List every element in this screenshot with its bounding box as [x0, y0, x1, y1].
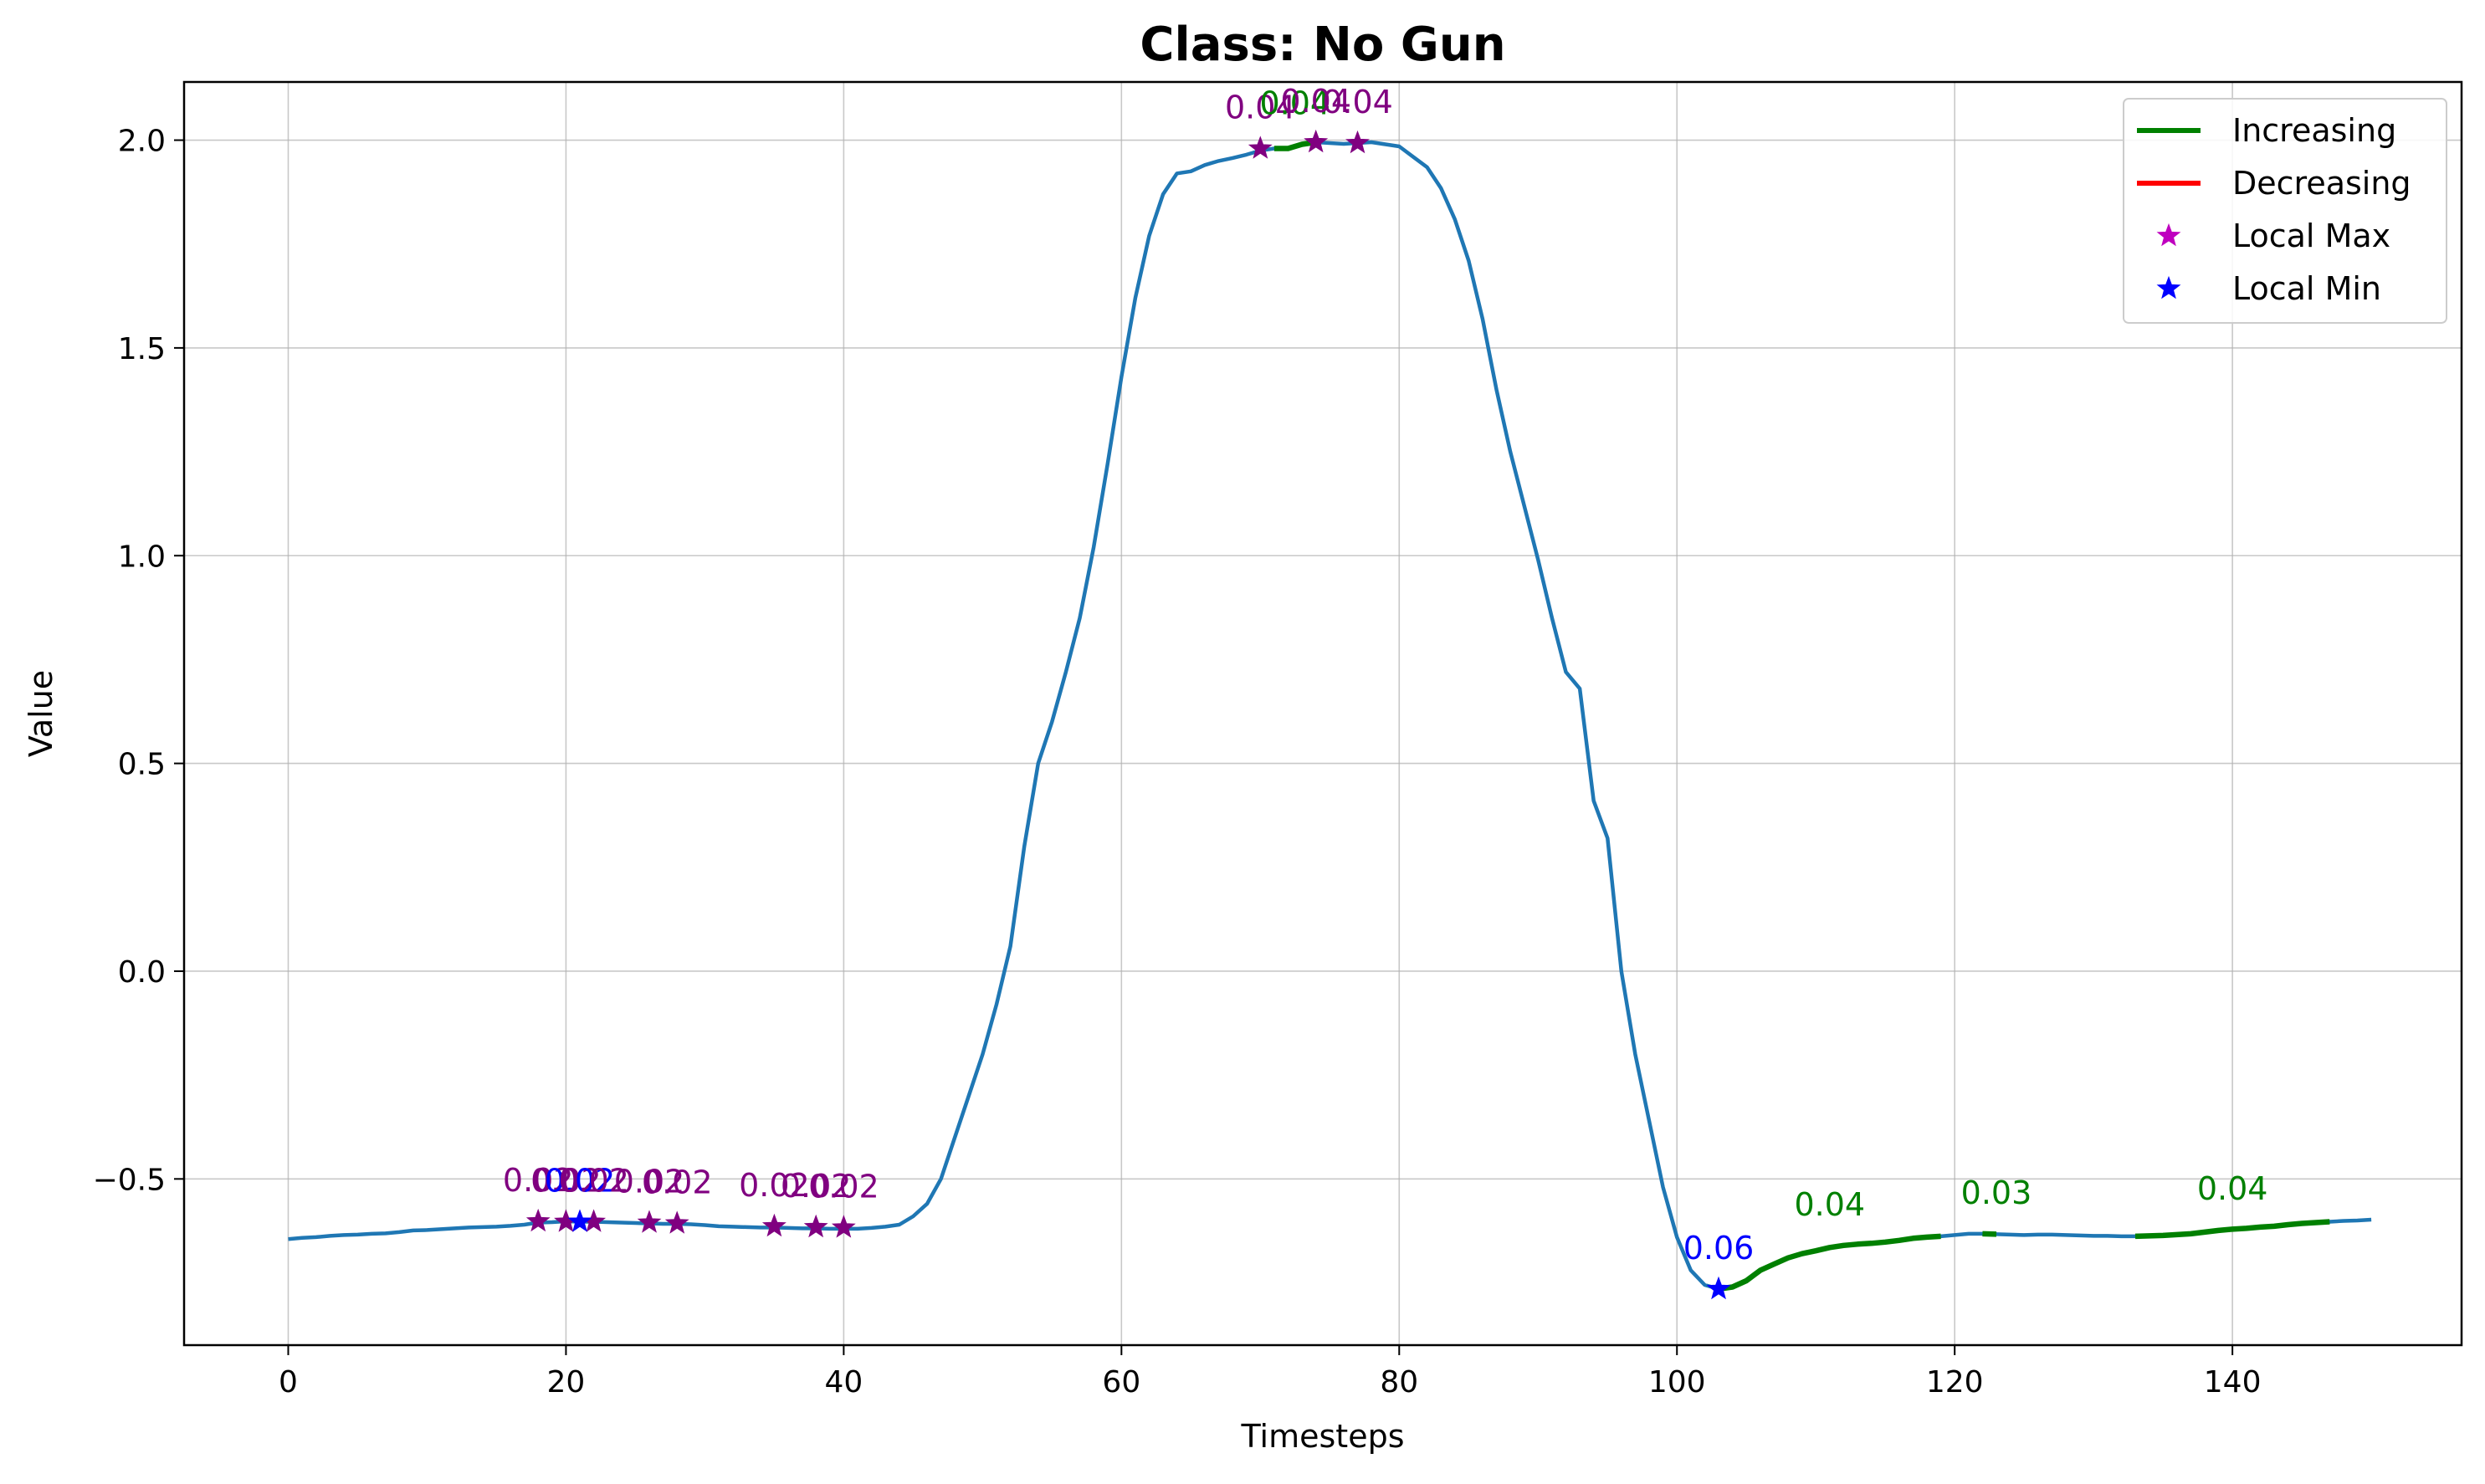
data-label: 0.06 — [1683, 1230, 1755, 1267]
data-label: 0.02 — [781, 1168, 852, 1205]
data-label: 0.04 — [1225, 89, 1296, 125]
y-tick-label: 1.5 — [118, 332, 166, 366]
local-max-marker — [761, 1213, 786, 1237]
data-label: 0.02 — [642, 1164, 713, 1200]
marker-layer — [525, 129, 1731, 1300]
data-label: 0.04 — [2197, 1170, 2268, 1207]
local-max-marker — [1345, 130, 1370, 154]
y-tick-label: 0.5 — [118, 748, 166, 782]
x-tick-label: 0 — [279, 1365, 298, 1400]
grid — [184, 82, 2462, 1345]
data-label: 0.02 — [545, 1162, 616, 1199]
x-axis-label: Timesteps — [1241, 1418, 1405, 1455]
local-max-marker — [1248, 136, 1273, 159]
data-label: 0.04 — [1260, 85, 1331, 122]
data-label: 0.02 — [808, 1168, 879, 1205]
legend: Increasing Decreasing Local Max Local Min — [2123, 98, 2447, 324]
local-max-marker — [664, 1210, 689, 1234]
local-max-marker — [637, 1210, 662, 1233]
x-tick-label: 60 — [1102, 1365, 1140, 1400]
local-max-marker — [1304, 129, 1329, 153]
data-label: 0.04 — [1322, 84, 1393, 120]
local-max-marker — [831, 1215, 856, 1238]
y-axis-label: Value — [23, 670, 59, 757]
y-tick-label: −0.5 — [93, 1163, 166, 1197]
data-label: 0.02 — [558, 1162, 629, 1199]
increasing-segment — [1273, 139, 1317, 151]
x-tick-label: 120 — [1926, 1365, 1984, 1400]
data-label: 0.04 — [1795, 1186, 1866, 1223]
increasing-segment — [2134, 1219, 2330, 1240]
data-label: 0.02 — [530, 1162, 602, 1199]
data-label: 0.02 — [614, 1163, 685, 1200]
legend-label: Local Max — [2232, 217, 2390, 254]
data-label: 0.02 — [739, 1167, 810, 1204]
plot-area-frame — [182, 80, 2463, 1347]
y-tick-label: 2.0 — [118, 125, 166, 159]
y-tick-label: 0.0 — [118, 955, 166, 990]
local-min-marker — [567, 1209, 592, 1232]
legend-label: Decreasing — [2232, 165, 2411, 202]
x-tick-label: 80 — [1380, 1365, 1418, 1400]
legend-swatch-star — [2156, 275, 2181, 299]
data-label: 0.02 — [503, 1162, 574, 1199]
axes: 0 20 40 60 80 100 120 140 −0.5 0.0 0.5 1.0 1.5 2.0 — [93, 125, 2262, 1400]
legend-label: Local Min — [2232, 270, 2381, 307]
x-tick-label: 20 — [547, 1365, 586, 1400]
local-min-marker — [1706, 1276, 1731, 1300]
increasing-segment — [1982, 1231, 1997, 1237]
y-tick-label: 1.0 — [118, 540, 166, 574]
increasing-segment — [1718, 1233, 1941, 1292]
x-tick-label: 140 — [2204, 1365, 2262, 1400]
series-layer — [288, 139, 2372, 1292]
annotation-layer: 0.020.020.020.020.020.02 0.020.020.020.04… — [503, 83, 2268, 1267]
local-max-marker — [803, 1214, 828, 1238]
data-label: 0.04 — [1280, 83, 1351, 120]
legend-swatch-star — [2156, 223, 2181, 247]
x-tick-label: 100 — [1648, 1365, 1706, 1400]
data-label: 0.03 — [1961, 1174, 2032, 1211]
legend-label: Increasing — [2232, 112, 2396, 149]
x-tick-label: 40 — [824, 1365, 863, 1400]
legend-box — [2123, 98, 2447, 324]
series-line — [288, 140, 2372, 1292]
local-max-marker — [525, 1208, 551, 1232]
chart-title: Class: No Gun — [1140, 18, 1505, 72]
